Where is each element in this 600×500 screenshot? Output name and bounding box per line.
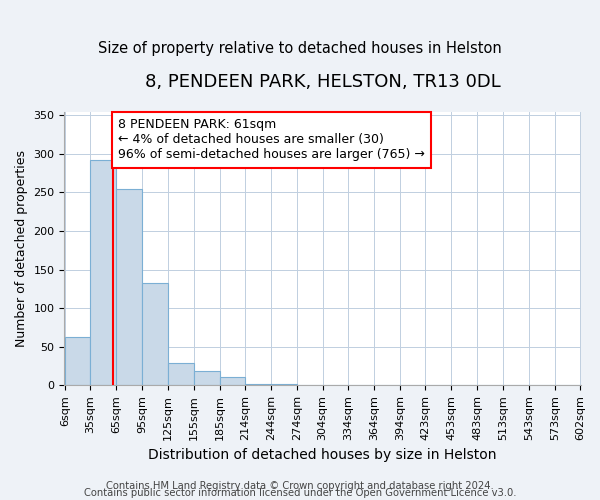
Bar [529,384,555,386]
X-axis label: Distribution of detached houses by size in Helston: Distribution of detached houses by size … [148,448,497,462]
Bar [65,338,91,386]
Title: 8, PENDEEN PARK, HELSTON, TR13 0DL: 8, PENDEEN PARK, HELSTON, TR13 0DL [145,72,500,90]
Text: Contains HM Land Registry data © Crown copyright and database right 2024.: Contains HM Land Registry data © Crown c… [106,481,494,491]
Bar [168,363,194,386]
Bar [220,377,245,386]
Y-axis label: Number of detached properties: Number of detached properties [15,150,28,347]
Text: Size of property relative to detached houses in Helston: Size of property relative to detached ho… [98,40,502,56]
Bar [245,384,271,386]
Bar [271,384,296,386]
Bar [194,372,220,386]
Text: 8 PENDEEN PARK: 61sqm
← 4% of detached houses are smaller (30)
96% of semi-detac: 8 PENDEEN PARK: 61sqm ← 4% of detached h… [118,118,425,162]
Bar [116,190,142,386]
Bar [142,282,168,386]
Text: Contains public sector information licensed under the Open Government Licence v3: Contains public sector information licen… [84,488,516,498]
Bar [91,160,116,386]
